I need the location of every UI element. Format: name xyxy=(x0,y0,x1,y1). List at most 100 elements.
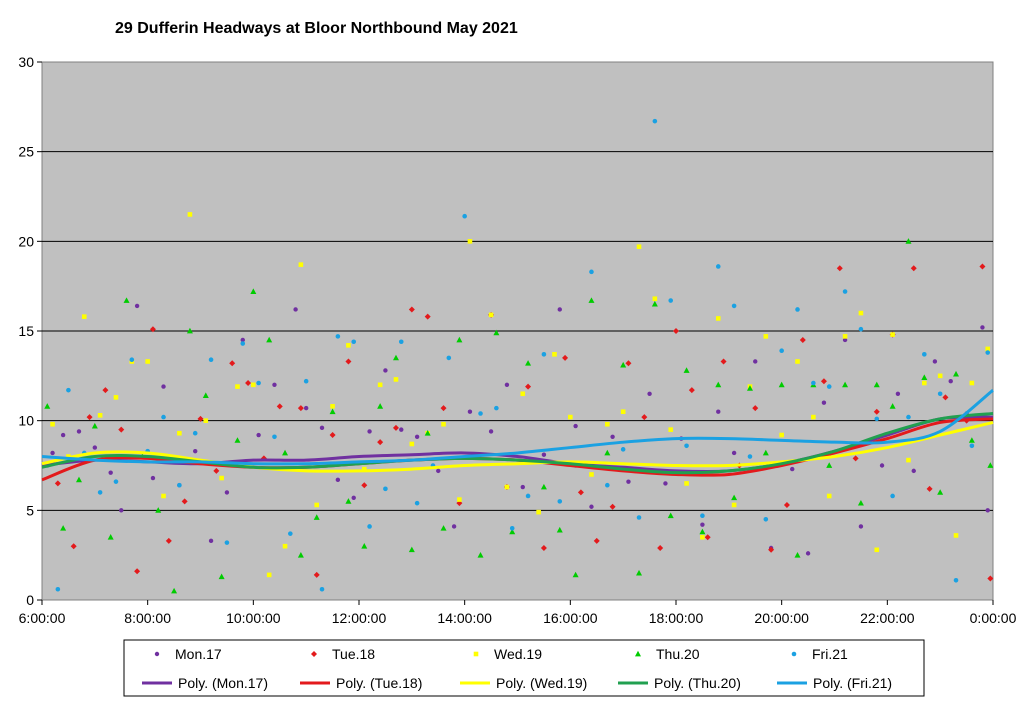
data-point xyxy=(731,494,738,501)
data-point xyxy=(177,430,182,436)
data-point xyxy=(763,517,769,522)
data-point xyxy=(293,307,298,312)
x-tick-label: 12:00:00 xyxy=(332,610,387,626)
data-point xyxy=(683,367,690,373)
data-point xyxy=(700,522,705,527)
data-point xyxy=(235,384,240,389)
data-point xyxy=(890,332,895,337)
x-tick-label: 8:00:00 xyxy=(124,610,171,626)
data-point xyxy=(108,470,113,475)
trendlines xyxy=(41,388,994,482)
data-point xyxy=(826,493,832,499)
data-point xyxy=(625,360,632,367)
data-point xyxy=(731,450,737,456)
data-point xyxy=(272,382,277,387)
data-point xyxy=(715,381,722,388)
data-point xyxy=(852,455,859,462)
data-point xyxy=(134,303,140,309)
data-point xyxy=(663,481,668,486)
data-point xyxy=(922,352,927,357)
data-point xyxy=(276,403,283,410)
data-point xyxy=(66,387,71,393)
data-point xyxy=(351,495,356,500)
data-point xyxy=(367,429,372,434)
data-point xyxy=(987,575,994,582)
legend-marker xyxy=(473,651,479,657)
data-point xyxy=(457,497,462,502)
legend-marker xyxy=(154,651,160,657)
data-point xyxy=(60,432,66,438)
data-point xyxy=(906,414,911,420)
data-point xyxy=(715,316,721,321)
data-point xyxy=(541,352,547,357)
legend: Mon.17 Tue.18 Wed.19 Thu.20 Fri.21 Poly. (Mon… xyxy=(123,639,925,697)
x-axis: 6:00:00 8:00:00 10:00:00 12:00:00 14:00:00 16… xyxy=(19,600,1017,626)
data-point xyxy=(408,546,415,553)
data-point xyxy=(799,336,806,343)
data-point xyxy=(673,328,679,334)
data-point xyxy=(319,425,325,431)
y-tick-label: 15 xyxy=(18,323,34,339)
data-point xyxy=(948,379,953,384)
data-point xyxy=(165,537,172,544)
data-point xyxy=(636,569,643,576)
data-point xyxy=(684,481,689,486)
data-point xyxy=(329,432,336,439)
x-tick-label: 6:00:00 xyxy=(19,610,66,626)
data-point xyxy=(541,452,547,457)
data-point xyxy=(980,325,985,330)
data-point xyxy=(377,439,384,446)
data-point xyxy=(552,352,557,357)
data-point xyxy=(720,358,727,365)
data-point xyxy=(361,466,367,472)
data-point xyxy=(562,354,569,361)
data-point xyxy=(161,384,166,389)
data-point xyxy=(942,394,949,401)
x-tick-label: 18:00:00 xyxy=(649,610,704,626)
data-point xyxy=(451,524,457,529)
data-point xyxy=(937,373,943,379)
data-point xyxy=(129,357,135,362)
data-point xyxy=(985,346,991,352)
data-point xyxy=(556,526,563,533)
data-point xyxy=(820,378,827,385)
data-point xyxy=(436,468,441,474)
data-point xyxy=(753,359,758,364)
trendline xyxy=(41,421,994,473)
data-point xyxy=(504,382,510,387)
data-point xyxy=(303,378,309,384)
data-point xyxy=(298,262,304,267)
data-point xyxy=(119,508,124,513)
y-tick-label: 20 xyxy=(18,233,34,249)
data-point xyxy=(641,414,648,421)
data-point xyxy=(377,403,384,409)
data-point xyxy=(715,264,721,269)
trendline xyxy=(41,388,994,466)
data-point xyxy=(392,424,399,431)
data-point xyxy=(589,504,594,509)
legend-label: Tue.18 xyxy=(332,646,375,662)
data-point xyxy=(234,437,241,443)
data-point xyxy=(911,468,916,474)
data-point xyxy=(171,587,178,594)
data-point xyxy=(605,421,610,427)
data-point xyxy=(536,509,541,515)
data-point xyxy=(186,327,193,334)
data-point xyxy=(50,450,55,456)
data-point xyxy=(922,380,927,386)
data-point xyxy=(351,339,357,345)
data-point xyxy=(203,418,209,423)
data-point xyxy=(55,586,61,592)
data-point xyxy=(795,359,800,364)
data-point xyxy=(811,380,816,386)
data-point xyxy=(873,381,880,388)
legend-label: Poly. (Fri.21) xyxy=(813,675,892,691)
data-point xyxy=(399,427,404,432)
legend-label: Poly. (Tue.18) xyxy=(336,675,422,691)
data-point xyxy=(414,500,420,506)
data-point xyxy=(440,525,447,531)
data-point xyxy=(688,387,695,394)
data-point xyxy=(778,381,785,388)
data-point xyxy=(668,298,674,303)
data-point xyxy=(467,239,473,244)
